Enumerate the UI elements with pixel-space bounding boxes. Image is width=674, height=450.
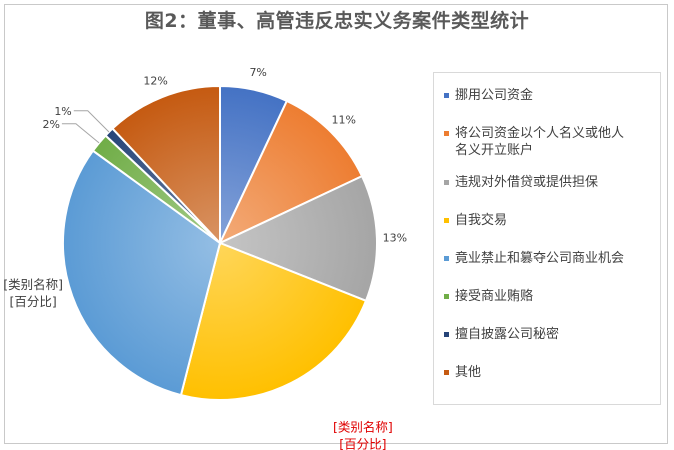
slice-label-1: 7% bbox=[249, 66, 266, 79]
legend-label: 挪用公司资金 bbox=[455, 88, 534, 103]
legend-swatch bbox=[444, 218, 449, 223]
legend-swatch bbox=[444, 180, 449, 185]
legend-item-2: 将公司资金以个人名义或他人 名义开立账户 bbox=[444, 125, 665, 159]
slice-label-4-line-2: [百分比] bbox=[339, 437, 386, 450]
legend-label: 竟业禁止和篡夺公司商业机会 bbox=[455, 251, 625, 266]
legend-swatch bbox=[444, 332, 449, 337]
legend-label: 其他 bbox=[455, 365, 482, 380]
slice-label-7: 1% bbox=[54, 105, 71, 118]
slice-label-2: 11% bbox=[332, 113, 356, 126]
leader-line-7 bbox=[73, 110, 110, 133]
slice-label-6: 2% bbox=[42, 118, 59, 131]
pie-slice-8 bbox=[111, 84, 221, 246]
slice-label-8: 12% bbox=[143, 74, 167, 87]
pie-slice-2 bbox=[217, 99, 364, 246]
legend-label: 擅自披露公司秘密 bbox=[455, 327, 560, 342]
legend-swatch bbox=[444, 294, 449, 299]
legend-label: 自我交易 bbox=[455, 213, 508, 228]
slice-label-3: 13% bbox=[383, 232, 407, 245]
legend-label: 违规对外借贷或提供担保 bbox=[455, 175, 599, 190]
legend-swatch bbox=[444, 256, 449, 261]
slice-label-5-line-1: [类别名称] bbox=[3, 277, 63, 292]
legend-label: 接受商业贿赂 bbox=[455, 289, 534, 304]
pie-slice-3 bbox=[217, 174, 378, 303]
slice-label-5-line-2: [百分比] bbox=[9, 294, 56, 309]
legend-item-5: 竟业禁止和篡夺公司商业机会 bbox=[444, 250, 665, 267]
chart-legend: 挪用公司资金将公司资金以个人名义或他人 名义开立账户违规对外借贷或提供担保 自我交… bbox=[433, 72, 661, 405]
legend-label: 将公司资金以个人名义或他人 名义开立账户 bbox=[455, 126, 625, 158]
legend-swatch bbox=[444, 93, 449, 98]
legend-item-8: 其他 bbox=[444, 364, 665, 381]
legend-swatch bbox=[444, 370, 449, 375]
pie-slice-5 bbox=[62, 149, 222, 397]
chart-title: 图2：董事、高管违反忠实义务案件类型统计 bbox=[144, 10, 530, 32]
legend-item-7: 擅自披露公司秘密 bbox=[444, 326, 665, 343]
legend-item-4: 自我交易 bbox=[444, 212, 665, 229]
legend-item-6: 接受商业贿赂 bbox=[444, 288, 665, 305]
leader-line-6 bbox=[61, 123, 100, 144]
legend-item-3: 违规对外借贷或提供担保 bbox=[444, 174, 665, 191]
slice-label-4-line-1: [类别名称] bbox=[333, 420, 393, 435]
legend-swatch bbox=[444, 131, 449, 136]
pie-slice-4 bbox=[179, 241, 368, 401]
legend-item-1: 挪用公司资金 bbox=[444, 87, 665, 104]
